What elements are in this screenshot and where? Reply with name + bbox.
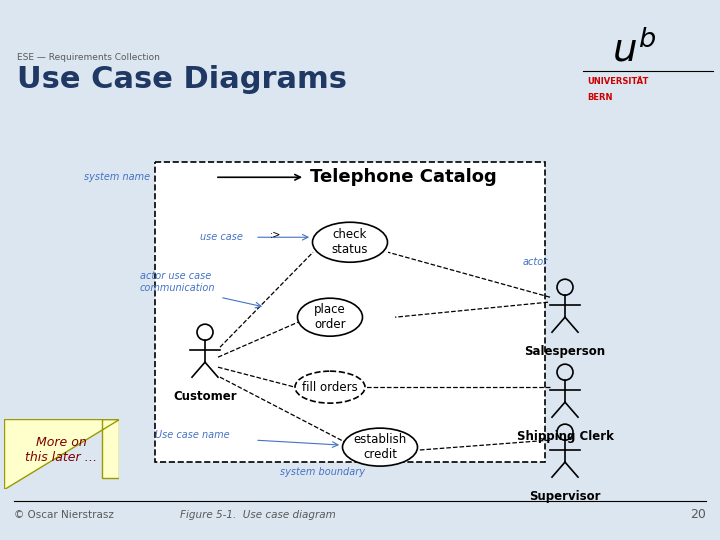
Ellipse shape [297,298,362,336]
Text: BERN: BERN [588,93,613,102]
Text: actor use case
communication: actor use case communication [140,272,215,293]
Text: $u^b$: $u^b$ [612,30,657,70]
Text: Supervisor: Supervisor [529,490,600,503]
Text: Telephone Catalog: Telephone Catalog [310,168,497,186]
Polygon shape [4,418,119,489]
Text: ESE — Requirements Collection: ESE — Requirements Collection [17,53,160,63]
Text: Use Case Diagrams: Use Case Diagrams [17,65,347,94]
Ellipse shape [343,428,418,466]
Ellipse shape [295,371,365,403]
Text: actor: actor [523,257,548,267]
Text: 20: 20 [690,508,706,521]
Text: Customer: Customer [174,390,237,403]
Text: Salesperson: Salesperson [524,345,606,358]
Text: Use case name: Use case name [155,430,230,440]
Text: system boundary: system boundary [280,467,365,477]
Ellipse shape [312,222,387,262]
Text: UNIVERSITÄT: UNIVERSITÄT [588,77,649,86]
Text: Figure 5-1.  Use case diagram: Figure 5-1. Use case diagram [180,510,336,520]
FancyBboxPatch shape [155,163,545,462]
Text: establish
credit: establish credit [354,433,407,461]
Text: fill orders: fill orders [302,381,358,394]
Text: Shipping Clerk: Shipping Clerk [516,430,613,443]
Text: place
order: place order [314,303,346,331]
Text: More on
this later …: More on this later … [25,436,97,464]
Text: system name: system name [84,172,150,183]
Text: © Oscar Nierstrasz: © Oscar Nierstrasz [14,510,114,520]
Text: use case: use case [200,232,243,242]
Text: :>: :> [270,230,282,240]
Text: check
status: check status [332,228,368,256]
